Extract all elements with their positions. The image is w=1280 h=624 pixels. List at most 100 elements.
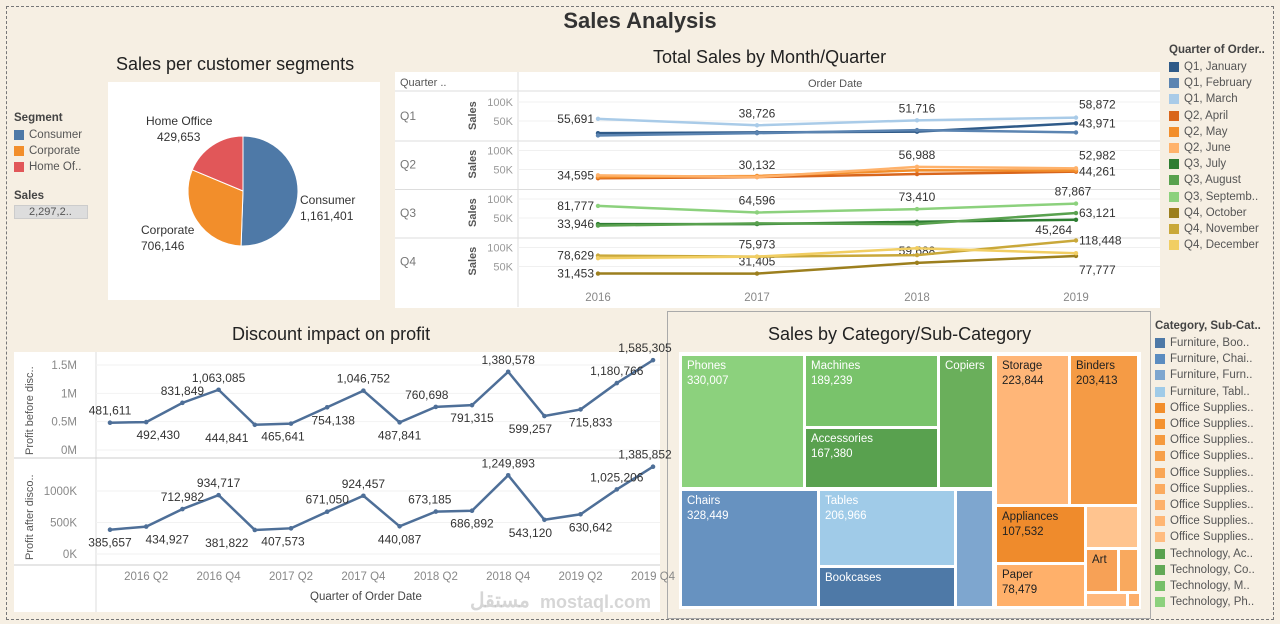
legend-item[interactable]: Q3, July bbox=[1169, 156, 1265, 172]
data-label: 81,777 bbox=[557, 199, 594, 213]
y-tick: 0.5M bbox=[51, 417, 77, 429]
data-label: 385,657 bbox=[88, 536, 132, 550]
watermark-latin: mostaql.com bbox=[540, 592, 652, 612]
pie-slice-homeof bbox=[191, 135, 244, 192]
legend-item[interactable]: Technology, Co.. bbox=[1155, 562, 1261, 578]
treemap-tile[interactable] bbox=[1086, 506, 1138, 548]
legend-label: Office Supplies.. bbox=[1170, 418, 1254, 431]
legend-item[interactable]: Technology, M.. bbox=[1155, 578, 1261, 594]
legend-label: Q1, January bbox=[1184, 61, 1247, 74]
treemap-tile[interactable] bbox=[1086, 593, 1127, 607]
legend-label: Q4, October bbox=[1184, 206, 1247, 219]
profit-line bbox=[109, 359, 654, 427]
series-line-q1-february bbox=[597, 128, 1077, 137]
treemap-tile[interactable]: Machines 189,239 bbox=[805, 355, 938, 427]
data-label: 75,973 bbox=[739, 238, 776, 252]
sales-filter-slider[interactable]: 2,297,2.. bbox=[14, 204, 88, 219]
tile-value: 330,007 bbox=[687, 375, 729, 387]
discount-x-label: Quarter of Order Date bbox=[310, 591, 422, 603]
y-tick: 50K bbox=[493, 262, 513, 274]
legend-item[interactable]: Office Supplies.. bbox=[1155, 432, 1261, 448]
treemap-tile[interactable]: Binders 203,413 bbox=[1070, 355, 1138, 505]
treemap-tile[interactable]: Bookcases bbox=[819, 567, 955, 607]
quarter-legend[interactable]: Quarter of Order.. Q1, January Q1, Februa… bbox=[1169, 44, 1265, 253]
data-label: 791,315 bbox=[450, 411, 494, 425]
legend-item[interactable]: Q1, February bbox=[1169, 75, 1265, 91]
legend-item[interactable]: Q2, June bbox=[1169, 140, 1265, 156]
segment-legend-title: Segment bbox=[14, 112, 63, 124]
legend-item[interactable]: Consumer bbox=[14, 127, 88, 143]
data-label: 492,430 bbox=[137, 428, 181, 442]
data-point bbox=[288, 526, 294, 531]
discount-chart-title: Discount impact on profit bbox=[232, 324, 431, 344]
legend-item[interactable]: Technology, Ph.. bbox=[1155, 594, 1261, 610]
legend-item[interactable]: Q1, March bbox=[1169, 91, 1265, 107]
treemap-tile[interactable] bbox=[1128, 593, 1140, 607]
treemap-tile[interactable]: Chairs 328,449 bbox=[681, 490, 818, 607]
legend-swatch bbox=[1155, 483, 1165, 494]
legend-label: Furniture, Tabl.. bbox=[1170, 385, 1250, 398]
data-label: 671,050 bbox=[306, 493, 350, 507]
legend-item[interactable]: Q3, Septemb.. bbox=[1169, 189, 1265, 205]
legend-item[interactable]: Office Supplies.. bbox=[1155, 400, 1261, 416]
data-point bbox=[143, 524, 149, 529]
data-point bbox=[595, 271, 601, 276]
legend-item[interactable]: Furniture, Chai.. bbox=[1155, 351, 1261, 367]
legend-item[interactable]: Office Supplies.. bbox=[1155, 465, 1261, 481]
legend-item[interactable]: Q4, October bbox=[1169, 205, 1265, 221]
y-tick: 1000K bbox=[44, 486, 78, 498]
legend-item[interactable]: Office Supplies.. bbox=[1155, 416, 1261, 432]
data-point bbox=[914, 221, 920, 227]
category-legend[interactable]: Category, Sub-Cat.. Furniture, Boo.. Furn… bbox=[1155, 320, 1261, 610]
treemap-tile[interactable]: Storage 223,844 bbox=[996, 355, 1069, 505]
treemap-tile[interactable]: Appliances 107,532 bbox=[996, 506, 1085, 563]
legend-swatch bbox=[1169, 143, 1179, 154]
legend-item[interactable]: Furniture, Boo.. bbox=[1155, 335, 1261, 351]
legend-item[interactable]: Q2, April bbox=[1169, 108, 1265, 124]
data-label: 77,777 bbox=[1079, 263, 1116, 277]
legend-item[interactable]: Furniture, Tabl.. bbox=[1155, 384, 1261, 400]
data-label: 45,264 bbox=[1035, 223, 1072, 237]
tile-value: 223,844 bbox=[1002, 375, 1044, 387]
legend-item[interactable]: Q2, May bbox=[1169, 124, 1265, 140]
legend-item[interactable]: Q1, January bbox=[1169, 59, 1265, 75]
legend-item[interactable]: Furniture, Furn.. bbox=[1155, 367, 1261, 383]
tile-label: Machines bbox=[811, 360, 861, 372]
legend-item[interactable]: Q4, November bbox=[1169, 221, 1265, 237]
legend-label: Q1, March bbox=[1184, 93, 1238, 106]
treemap-tile[interactable]: Paper 78,479 bbox=[996, 564, 1085, 607]
data-label: 118,448 bbox=[1079, 233, 1122, 247]
legend-label: Q4, November bbox=[1184, 222, 1259, 235]
legend-item[interactable]: Office Supplies.. bbox=[1155, 513, 1261, 529]
legend-item[interactable]: Q3, August bbox=[1169, 172, 1265, 188]
legend-label: Furniture, Chai.. bbox=[1170, 353, 1253, 366]
treemap-tile[interactable]: Tables 206,966 bbox=[819, 490, 955, 566]
treemap-tile[interactable] bbox=[1119, 549, 1138, 592]
legend-item[interactable]: Office Supplies.. bbox=[1155, 497, 1261, 513]
data-point bbox=[1073, 130, 1079, 135]
treemap-tile[interactable]: Accessories 167,380 bbox=[805, 428, 938, 488]
legend-label: Technology, Co.. bbox=[1170, 563, 1255, 576]
treemap-tile[interactable]: Art bbox=[1086, 549, 1118, 592]
discount-chart-panel bbox=[14, 352, 660, 612]
data-label: 33,946 bbox=[557, 217, 594, 231]
tile-label: Chairs bbox=[687, 495, 721, 507]
treemap-tile[interactable] bbox=[956, 490, 993, 607]
legend-item[interactable]: Technology, Ac.. bbox=[1155, 545, 1261, 561]
legend-swatch bbox=[1169, 159, 1179, 170]
legend-item[interactable]: Corporate bbox=[14, 143, 88, 159]
legend-item[interactable]: Office Supplies.. bbox=[1155, 481, 1261, 497]
data-point bbox=[754, 210, 760, 215]
legend-item[interactable]: Q4, December bbox=[1169, 237, 1265, 253]
treemap-tile[interactable]: Phones 330,007 bbox=[681, 355, 804, 488]
data-point bbox=[324, 404, 330, 410]
legend-item[interactable]: Office Supplies.. bbox=[1155, 529, 1261, 545]
legend-item[interactable]: Office Supplies.. bbox=[1155, 448, 1261, 464]
legend-swatch bbox=[1169, 62, 1179, 73]
treemap-tile[interactable]: Copiers bbox=[939, 355, 993, 488]
legend-item[interactable]: Home Of.. bbox=[14, 159, 88, 175]
data-point bbox=[143, 419, 149, 425]
x-tick: 2016 Q4 bbox=[197, 571, 242, 583]
data-label: 55,691 bbox=[557, 112, 594, 126]
segment-legend[interactable]: Segment Consumer Corporate Home Of.. Sales… bbox=[14, 112, 88, 219]
